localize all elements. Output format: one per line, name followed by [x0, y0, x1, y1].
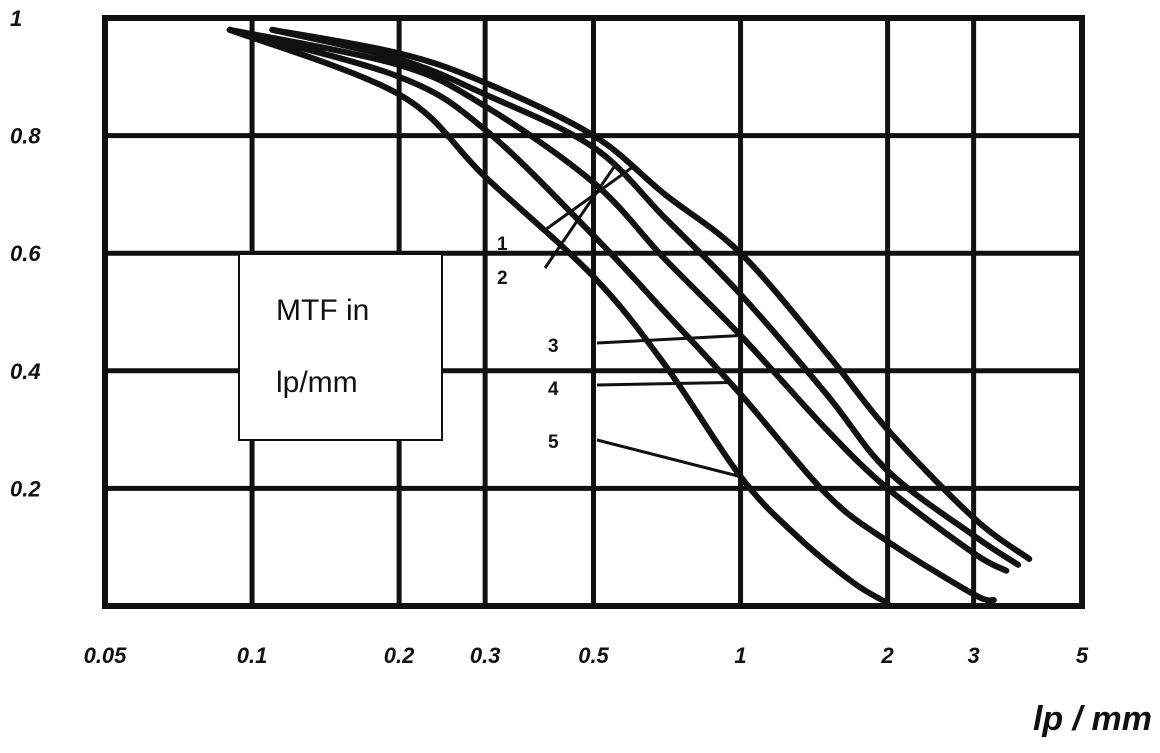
x-tick-label: 1	[734, 643, 746, 668]
annotation-line-1: MTF in	[276, 294, 369, 327]
x-tick-label: 2	[880, 643, 894, 668]
y-tick-label: 1	[10, 6, 22, 31]
curve-label-4: 4	[548, 379, 559, 400]
x-tick-label: 0.2	[384, 643, 415, 668]
plot-frame	[102, 15, 1085, 609]
curve-5	[226, 26, 891, 607]
x-tick-label: 5	[1076, 643, 1089, 668]
x-tick-label: 0.05	[84, 643, 128, 668]
y-tick-label: 0.4	[10, 359, 41, 384]
x-axis-title: lp / mm	[1033, 700, 1152, 738]
curve-label-2: 2	[497, 268, 508, 289]
curve-3	[226, 26, 1010, 574]
grid	[105, 18, 1082, 606]
y-tick-label: 0.8	[10, 124, 41, 149]
curve-2	[269, 26, 1022, 568]
x-tick-label: 3	[968, 643, 980, 668]
leader-line-4	[596, 380, 730, 387]
leader-line-3	[596, 334, 741, 345]
curve-label-1: 1	[497, 234, 508, 255]
x-tick-labels: 0.05 0.1 0.2 0.3 0.5 1 2 3 5	[84, 643, 1089, 668]
curve-labels: 1 2 3 4 5	[497, 234, 559, 453]
curves	[226, 26, 1033, 607]
curve-1	[269, 26, 1033, 562]
annotation-box: MTF in lp/mm	[238, 253, 443, 441]
y-tick-label: 0.2	[10, 476, 41, 501]
y-tick-labels: 0.2 0.4 0.6 0.8 1	[10, 6, 41, 501]
curve-4	[226, 26, 997, 604]
leader-line-5	[596, 438, 741, 479]
annotation-frame	[238, 253, 443, 441]
x-tick-label: 0.3	[470, 643, 501, 668]
leader-line-1	[544, 166, 634, 232]
x-tick-label: 0.1	[237, 643, 268, 668]
curve-label-5: 5	[548, 432, 559, 453]
x-tick-label: 0.5	[578, 643, 609, 668]
leader-line-2	[543, 166, 615, 269]
curve-leader-lines	[543, 166, 741, 479]
annotation-line-2: lp/mm	[276, 366, 358, 399]
y-tick-label: 0.6	[10, 241, 41, 266]
curve-label-3: 3	[548, 336, 559, 357]
